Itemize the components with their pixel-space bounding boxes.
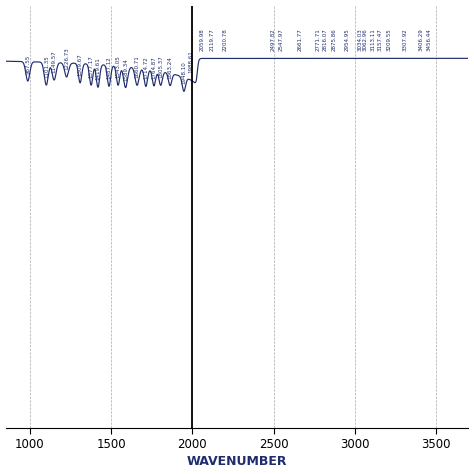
Text: 2954.95: 2954.95 (345, 28, 350, 51)
Text: 2059.98: 2059.98 (200, 28, 205, 51)
Text: 1543.05: 1543.05 (116, 55, 120, 78)
Text: 1805.37: 1805.37 (158, 55, 163, 78)
Text: 2119.77: 2119.77 (210, 28, 214, 51)
Text: 1660.71: 1660.71 (135, 55, 140, 78)
Text: 1419.61: 1419.61 (96, 57, 100, 80)
Text: 3157.47: 3157.47 (378, 28, 383, 51)
Text: 1988.61: 1988.61 (188, 50, 193, 73)
Text: 3062.96: 3062.96 (363, 28, 367, 51)
Text: 987.55: 987.55 (26, 55, 30, 74)
Text: 2771.71: 2771.71 (315, 28, 320, 51)
Text: 3307.92: 3307.92 (402, 28, 407, 51)
Text: 3113.11: 3113.11 (371, 28, 375, 51)
Text: 1487.12: 1487.12 (107, 56, 111, 79)
Text: 2497.82: 2497.82 (271, 28, 276, 51)
Text: 3456.44: 3456.44 (427, 28, 431, 51)
Text: 2875.86: 2875.86 (332, 28, 337, 51)
Text: 3034.03: 3034.03 (358, 28, 363, 51)
Text: 1309.67: 1309.67 (78, 53, 83, 76)
Text: 1764.87: 1764.87 (152, 56, 156, 79)
Text: 1101.35: 1101.35 (44, 55, 49, 78)
Text: 1863.24: 1863.24 (168, 56, 173, 79)
Text: 2816.07: 2816.07 (322, 28, 328, 51)
Text: 1149.57: 1149.57 (52, 50, 57, 73)
Text: 2200.78: 2200.78 (222, 28, 228, 51)
Text: 3209.55: 3209.55 (386, 28, 391, 51)
Text: 1377.17: 1377.17 (89, 55, 94, 78)
Text: 1948.10: 1948.10 (182, 62, 186, 84)
Text: 1714.72: 1714.72 (144, 56, 148, 79)
Text: 1589.34: 1589.34 (123, 58, 128, 81)
Text: 2661.77: 2661.77 (297, 28, 302, 51)
Text: 2547.97: 2547.97 (279, 28, 284, 51)
X-axis label: WAVENUMBER: WAVENUMBER (187, 456, 287, 468)
Text: 3406.29: 3406.29 (418, 28, 423, 51)
Text: 1226.73: 1226.73 (64, 47, 69, 70)
